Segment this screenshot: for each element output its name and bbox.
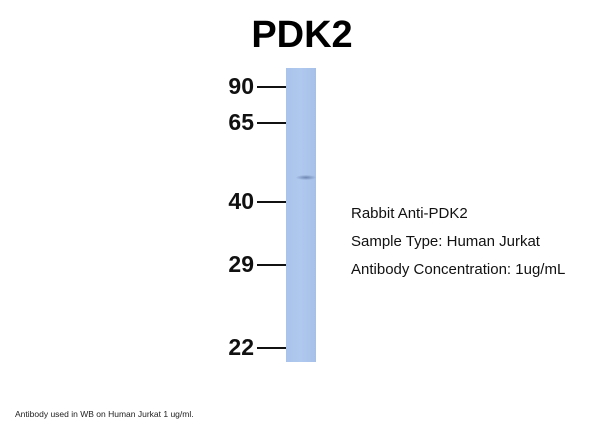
- marker-tick: [257, 347, 286, 349]
- marker-65: 65: [200, 110, 286, 134]
- footnote: Antibody used in WB on Human Jurkat 1 ug…: [15, 409, 194, 419]
- sample-type-label: Sample Type: Human Jurkat: [351, 233, 540, 250]
- marker-tick: [257, 264, 286, 266]
- marker-tick: [257, 201, 286, 203]
- marker-label: 22: [228, 334, 254, 360]
- marker-22: 22: [200, 335, 286, 359]
- marker-40: 40: [200, 189, 286, 213]
- marker-29: 29: [200, 252, 286, 276]
- concentration-label: Antibody Concentration: 1ug/mL: [351, 261, 566, 278]
- marker-tick: [257, 86, 286, 88]
- marker-label: 65: [228, 109, 254, 135]
- figure-title: PDK2: [251, 14, 353, 56]
- marker-label: 90: [228, 73, 254, 99]
- marker-label: 40: [228, 188, 254, 214]
- marker-label: 29: [228, 251, 254, 277]
- protein-band: [296, 175, 316, 180]
- marker-tick: [257, 122, 286, 124]
- blot-lane: [286, 68, 316, 362]
- antibody-label: Rabbit Anti-PDK2: [351, 205, 468, 222]
- marker-90: 90: [200, 74, 286, 98]
